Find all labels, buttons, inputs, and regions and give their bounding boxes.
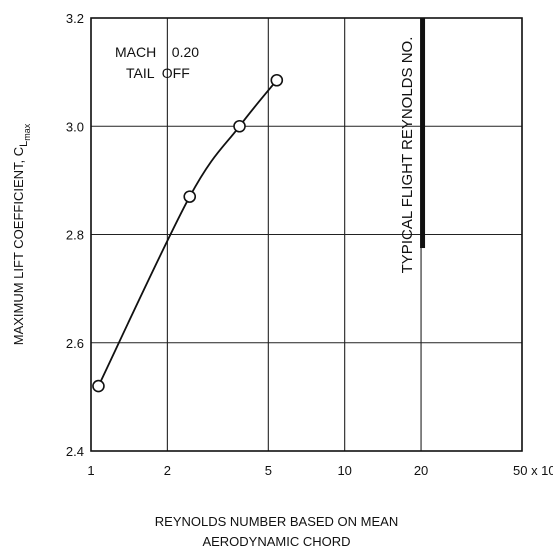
data-series — [92, 73, 284, 393]
data-point — [92, 379, 105, 393]
x-tick-labels: 1 2 5 10 20 50 x 106 — [87, 460, 553, 478]
data-point — [233, 119, 246, 133]
plot-area-frame — [90, 17, 523, 452]
x-tick-label: 2 — [164, 463, 171, 478]
x-axis-label-line2: AERODYNAMIC CHORD — [202, 534, 350, 549]
y-tick-label: 2.6 — [66, 336, 84, 351]
y-tick-label: 2.8 — [66, 228, 84, 243]
x-tick-label: 20 — [414, 463, 428, 478]
y-tick-labels: 2.4 2.6 2.8 3.0 3.2 — [66, 11, 84, 459]
typical-reynolds-band — [420, 18, 426, 249]
x-tick-label: 50 x 106 — [513, 460, 553, 478]
y-axis-label: MAXIMUM LIFT COEFFICIENT, CLmax — [11, 123, 32, 345]
grid — [90, 17, 523, 452]
typical-flight-reynolds-label: TYPICAL FLIGHT REYNOLDS NO. — [399, 37, 416, 274]
tail-off-annotation: TAIL OFF — [126, 65, 190, 81]
typical-reynolds-bar — [420, 18, 426, 249]
series-line — [97, 79, 278, 387]
x-tick-label: 5 — [265, 463, 272, 478]
x-tick-label: 10 — [337, 463, 351, 478]
y-tick-label: 3.0 — [66, 119, 84, 134]
y-tick-label: 3.2 — [66, 11, 84, 26]
x-tick-label: 1 — [87, 463, 94, 478]
mach-annotation: MACH 0.20 — [115, 44, 199, 60]
x-axis-label-line1: REYNOLDS NUMBER BASED ON MEAN — [155, 514, 398, 529]
y-tick-label: 2.4 — [66, 444, 84, 459]
data-point — [183, 190, 197, 203]
data-point — [270, 73, 284, 87]
